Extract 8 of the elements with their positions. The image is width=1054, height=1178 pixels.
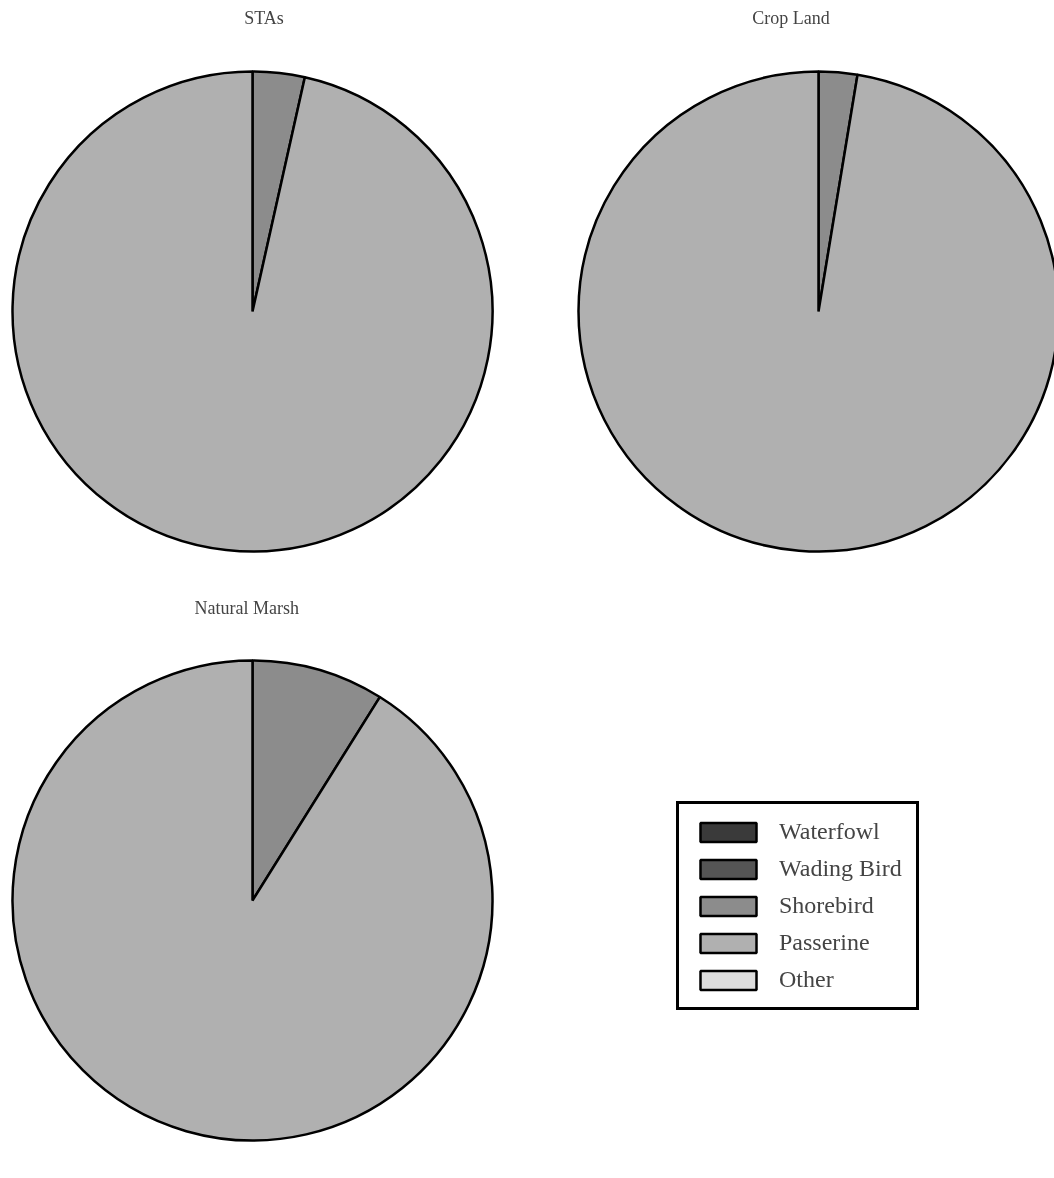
legend-label: Shorebird (779, 892, 874, 919)
chart-title: Crop Land (752, 7, 830, 28)
legend-label: Other (779, 966, 834, 993)
legend-label: Wading Bird (779, 855, 902, 882)
legend-label: Waterfowl (779, 818, 880, 845)
legend-label: Passerine (779, 929, 870, 956)
chart-title: Natural Marsh (194, 597, 299, 618)
chart-title: STAs (244, 7, 284, 28)
